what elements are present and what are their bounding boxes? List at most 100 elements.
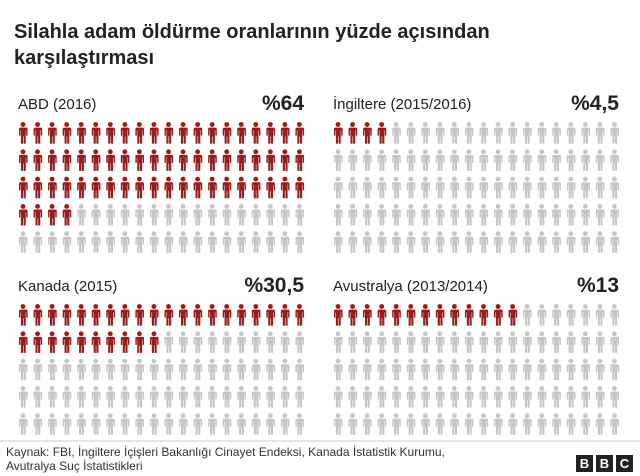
- person-icon: [566, 204, 576, 226]
- person-icon: [566, 413, 576, 435]
- person-icon: [377, 413, 387, 435]
- person-icon-filled: [33, 204, 43, 226]
- person-icon: [251, 231, 261, 253]
- chart-title: karşılaştırması: [14, 47, 154, 69]
- person-icon-filled: [179, 122, 188, 144]
- person-icon: [237, 386, 246, 408]
- person-icon: [552, 204, 561, 226]
- person-icon: [363, 358, 372, 381]
- person-icon: [106, 358, 115, 381]
- person-icon-filled: [106, 122, 115, 144]
- person-icon: [581, 176, 590, 199]
- person-icon: [120, 386, 130, 408]
- person-icon: [406, 176, 416, 199]
- person-icon: [295, 331, 305, 353]
- person-icon-filled: [149, 331, 159, 353]
- person-icon: [595, 331, 605, 353]
- person-icon: [581, 358, 590, 381]
- person-icon: [610, 149, 620, 171]
- person-icon: [508, 149, 518, 171]
- panel-title: İngiltere (2015/2016): [333, 95, 471, 113]
- person-icon: [348, 176, 358, 199]
- person-icon: [91, 386, 101, 408]
- person-icon: [610, 231, 620, 253]
- person-icon: [334, 204, 343, 226]
- panel-title: Kanada (2015): [18, 278, 117, 295]
- person-icon: [193, 358, 203, 381]
- person-icon-filled: [33, 304, 43, 326]
- person-icon: [421, 204, 430, 226]
- person-icon-filled: [280, 149, 290, 171]
- person-icon-filled: [334, 304, 343, 326]
- person-icon: [222, 358, 232, 381]
- person-icon: [450, 331, 459, 353]
- person-icon: [435, 331, 445, 353]
- person-icon: [523, 122, 532, 144]
- person-icon-filled: [251, 149, 261, 171]
- person-icon: [523, 331, 532, 353]
- person-icon: [222, 413, 232, 435]
- person-icon-filled: [208, 122, 217, 144]
- person-icon: [377, 331, 387, 353]
- person-icon: [251, 386, 261, 408]
- person-icon: [295, 231, 305, 253]
- person-icon: [19, 413, 28, 435]
- person-icon: [280, 204, 290, 226]
- person-icon: [266, 413, 275, 435]
- person-icon: [610, 358, 620, 381]
- person-icon: [610, 386, 620, 408]
- person-icon-filled: [208, 149, 217, 171]
- person-icon: [537, 231, 547, 253]
- person-icon: [149, 204, 159, 226]
- person-icon: [251, 413, 261, 435]
- person-icon: [222, 386, 232, 408]
- person-icon: [595, 204, 605, 226]
- person-icon: [237, 331, 246, 353]
- person-icon-filled: [508, 304, 518, 326]
- person-icon: [392, 149, 401, 171]
- person-icon-filled: [266, 304, 275, 326]
- person-icon: [508, 331, 518, 353]
- logo: C: [620, 456, 630, 471]
- person-icon: [406, 122, 416, 144]
- person-icon: [179, 358, 188, 381]
- person-icon: [435, 204, 445, 226]
- person-icon-filled: [193, 122, 203, 144]
- person-icon: [610, 331, 620, 353]
- person-icon: [237, 204, 246, 226]
- person-icon: [421, 358, 430, 381]
- person-icon: [280, 231, 290, 253]
- person-icon-filled: [135, 149, 144, 171]
- person-icon-filled: [91, 122, 101, 144]
- person-icon: [450, 386, 459, 408]
- person-icon: [464, 358, 474, 381]
- person-icon: [334, 231, 343, 253]
- person-icon: [464, 231, 474, 253]
- person-icon: [120, 204, 130, 226]
- person-icon: [348, 386, 358, 408]
- person-icon: [193, 204, 203, 226]
- person-icon-filled: [222, 304, 232, 326]
- person-icon: [552, 231, 561, 253]
- person-icon: [237, 231, 246, 253]
- person-icon: [77, 413, 86, 435]
- person-icon: [77, 358, 86, 381]
- person-icon: [377, 204, 387, 226]
- person-icon-filled: [91, 149, 101, 171]
- person-icon: [77, 204, 86, 226]
- person-icon: [392, 231, 401, 253]
- person-icon: [179, 413, 188, 435]
- person-icon-filled: [77, 122, 86, 144]
- person-icon-filled: [149, 176, 159, 199]
- person-icon: [363, 149, 372, 171]
- person-icon: [135, 413, 144, 435]
- person-icon-filled: [237, 122, 246, 144]
- person-icon: [120, 358, 130, 381]
- person-icon-filled: [222, 122, 232, 144]
- person-icon-filled: [33, 122, 43, 144]
- person-icon-filled: [348, 122, 358, 144]
- person-icon-filled: [494, 304, 503, 326]
- person-icon-filled: [62, 149, 72, 171]
- person-icon: [450, 231, 459, 253]
